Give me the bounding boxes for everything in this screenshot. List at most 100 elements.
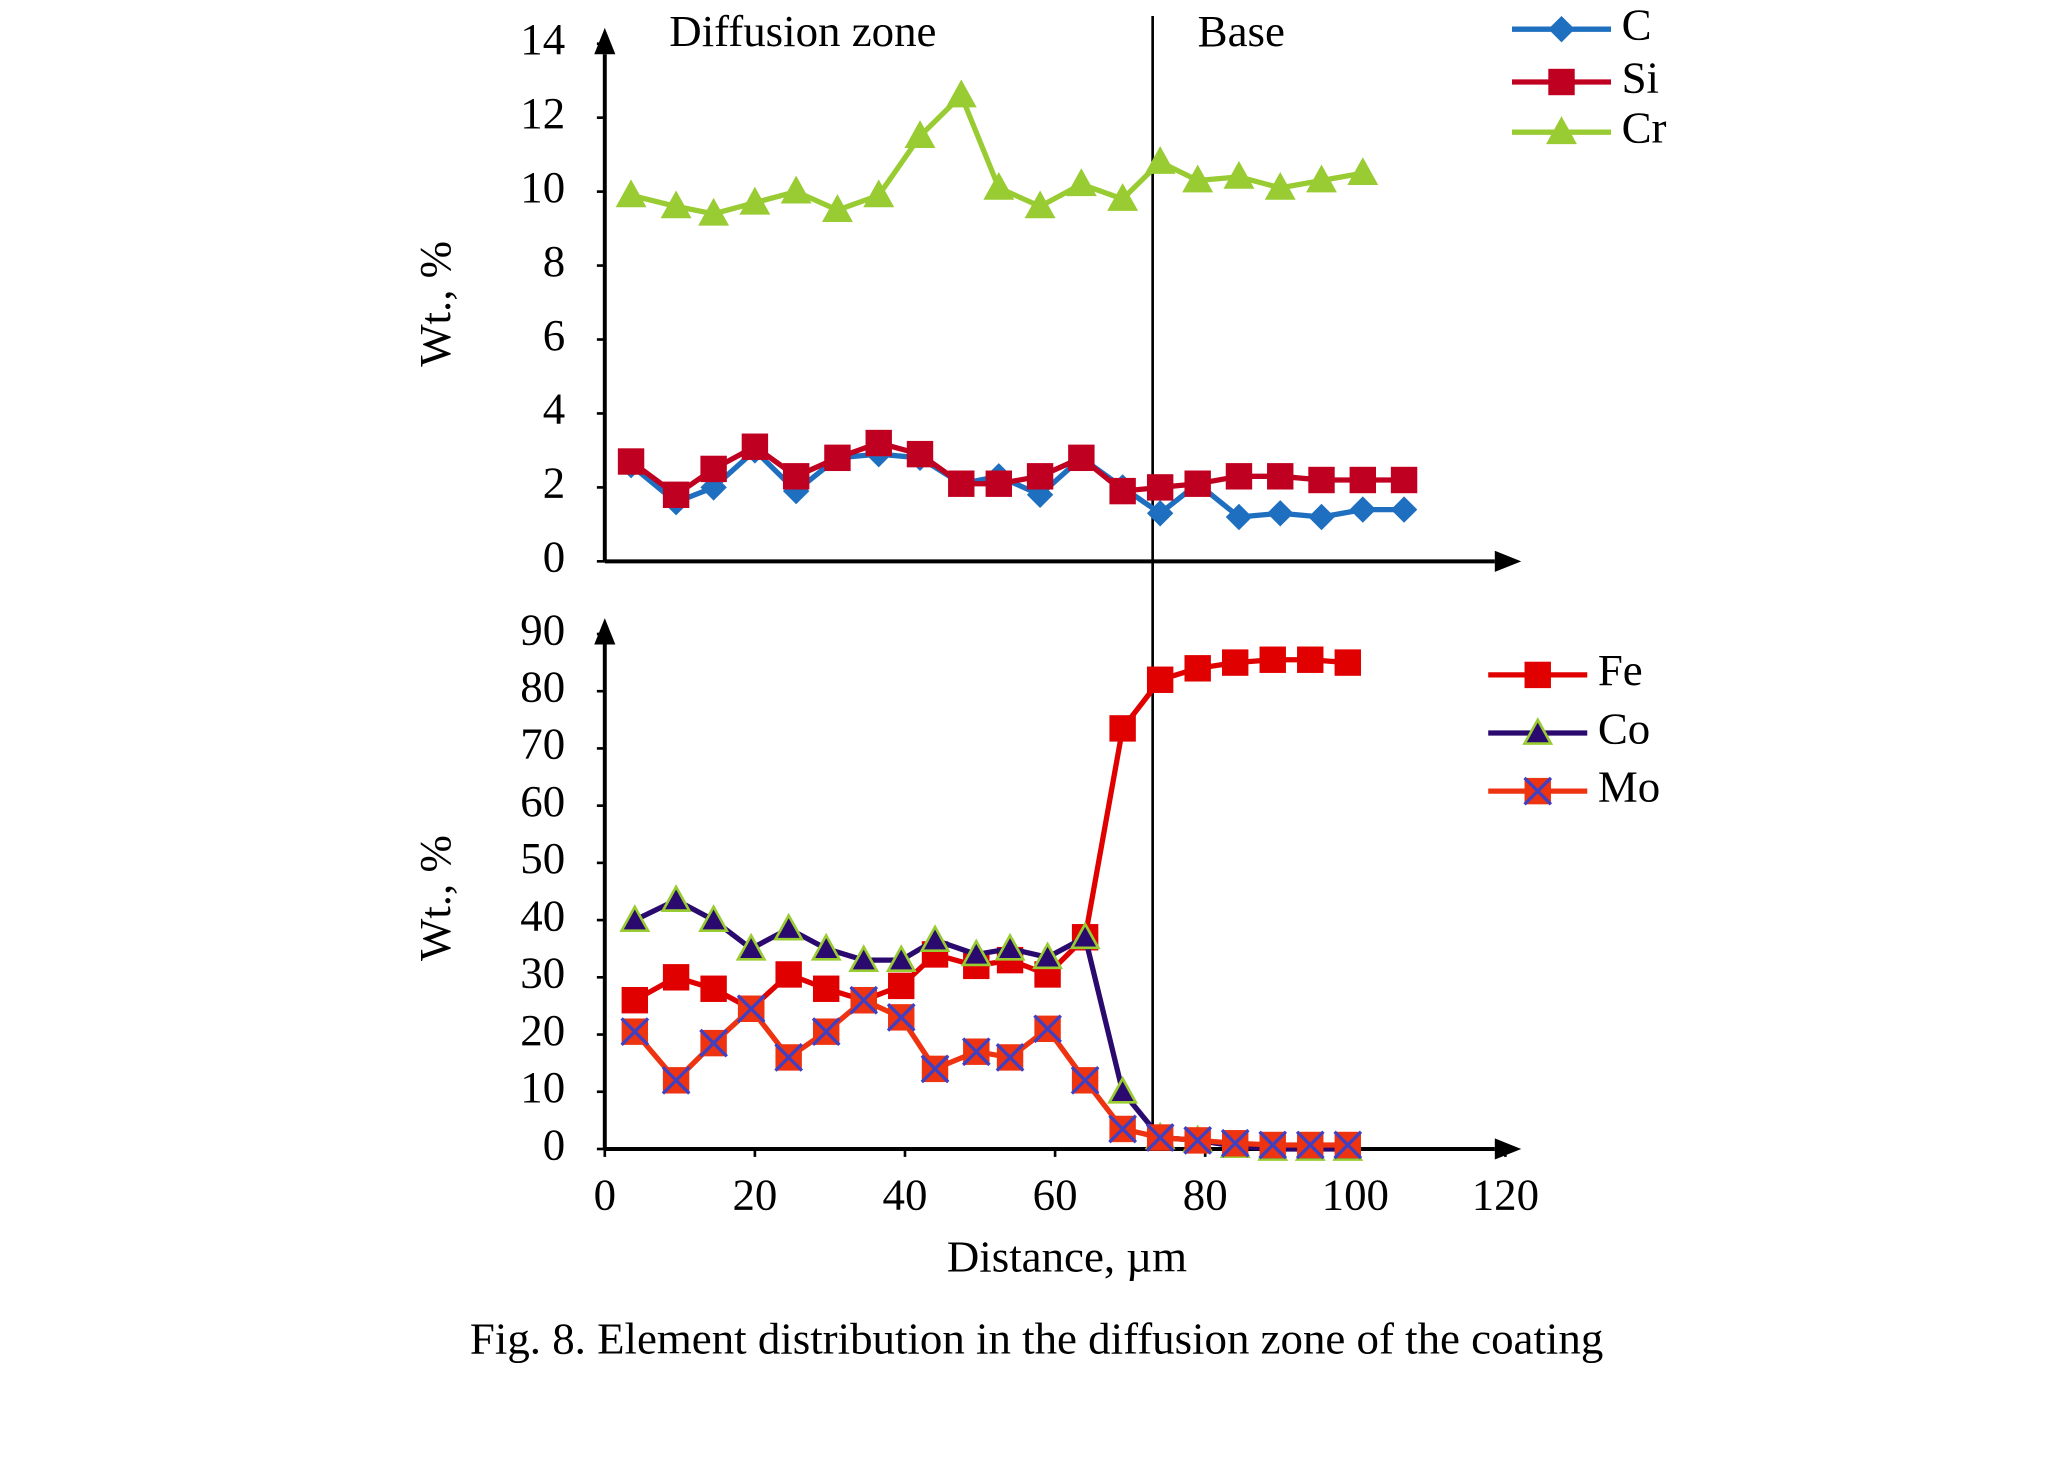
- marker-cross: [1220, 1128, 1250, 1158]
- x-tick-label: 60: [1033, 1169, 1078, 1219]
- marker: [1220, 1128, 1250, 1158]
- y-tick-label: 10: [520, 162, 565, 212]
- y-axis-label: Wt., %: [410, 241, 460, 367]
- marker: [1349, 466, 1376, 494]
- marker-cross: [699, 1028, 728, 1058]
- marker: [1223, 160, 1255, 189]
- marker: [948, 470, 975, 497]
- marker: [1184, 655, 1211, 682]
- y-tick-label: 30: [520, 948, 565, 998]
- marker: [1259, 646, 1286, 673]
- marker: [920, 1054, 950, 1084]
- marker: [1522, 717, 1554, 745]
- marker: [1225, 463, 1253, 490]
- x-tick-label: 120: [1472, 1169, 1539, 1219]
- annotation: Diffusion zone: [669, 6, 936, 56]
- marker: [1145, 1123, 1175, 1152]
- y-tick-label: 60: [520, 776, 565, 826]
- y-tick-label: 12: [520, 88, 565, 138]
- marker-cross: [1033, 1014, 1062, 1044]
- marker: [1295, 1130, 1325, 1160]
- marker-cross: [620, 1017, 650, 1047]
- marker: [661, 1065, 691, 1095]
- marker: [1024, 190, 1056, 219]
- marker: [1184, 470, 1211, 497]
- marker: [1390, 496, 1418, 523]
- marker: [736, 994, 766, 1024]
- legend-label: C: [1622, 0, 1652, 49]
- y-tick-label: 0: [543, 532, 565, 582]
- marker: [983, 171, 1015, 200]
- marker-cross: [774, 1043, 804, 1072]
- marker-cross: [736, 994, 766, 1024]
- marker: [1267, 500, 1294, 527]
- marker: [735, 932, 767, 961]
- marker: [1069, 921, 1101, 950]
- marker: [621, 986, 649, 1014]
- marker: [886, 1002, 916, 1032]
- legend-label: Fe: [1598, 645, 1643, 695]
- marker: [985, 470, 1013, 497]
- marker: [1107, 183, 1139, 211]
- marker-cross: [811, 1017, 841, 1047]
- marker: [1182, 164, 1214, 193]
- marker-cross: [1258, 1130, 1288, 1160]
- y-tick-label: 0: [543, 1119, 565, 1169]
- marker: [1109, 477, 1136, 505]
- marker: [821, 194, 853, 222]
- marker-cross: [886, 1002, 916, 1032]
- marker: [1548, 15, 1575, 43]
- marker-cross: [995, 1043, 1025, 1072]
- marker: [739, 186, 771, 215]
- y-tick-label: 2: [543, 458, 565, 508]
- marker: [1065, 168, 1097, 197]
- marker-cross: [661, 1065, 691, 1095]
- marker: [1258, 1130, 1288, 1160]
- marker: [1548, 68, 1575, 96]
- marker: [904, 120, 936, 149]
- y-tick-label: 10: [520, 1062, 565, 1112]
- marker: [1333, 1130, 1363, 1160]
- annotation: Base: [1198, 6, 1285, 56]
- y-tick-label: 80: [520, 661, 565, 711]
- marker: [888, 972, 915, 1000]
- marker: [1144, 146, 1176, 174]
- y-tick-label: 90: [520, 604, 565, 654]
- marker: [698, 904, 730, 932]
- marker-cross: [1523, 776, 1553, 806]
- marker-cross: [1333, 1130, 1363, 1160]
- marker: [1146, 666, 1174, 693]
- marker-cross: [1145, 1123, 1175, 1152]
- x-tick-label: 40: [883, 1169, 928, 1219]
- marker: [1390, 466, 1418, 494]
- y-tick-label: 70: [520, 719, 565, 769]
- marker: [1297, 646, 1324, 673]
- marker: [1146, 474, 1174, 501]
- marker: [824, 444, 851, 472]
- marker: [1546, 116, 1577, 145]
- marker: [1107, 1075, 1139, 1104]
- marker: [812, 975, 840, 1002]
- x-tick-label: 100: [1322, 1169, 1389, 1219]
- y-axis-arrow: [594, 618, 616, 645]
- marker: [660, 884, 692, 912]
- marker: [1033, 1014, 1062, 1044]
- marker: [919, 924, 951, 953]
- legend-label: Mo: [1598, 761, 1660, 811]
- marker: [865, 429, 892, 457]
- x-tick-label: 20: [732, 1169, 777, 1219]
- x-axis-arrow: [1494, 550, 1522, 572]
- marker: [945, 79, 977, 108]
- y-tick-label: 20: [520, 1005, 565, 1055]
- marker: [885, 944, 917, 973]
- marker: [1334, 649, 1361, 676]
- marker: [780, 175, 812, 204]
- marker: [961, 1037, 991, 1067]
- marker: [700, 975, 727, 1002]
- marker: [662, 481, 690, 509]
- y-axis-arrow: [594, 27, 616, 55]
- x-axis-label: Distance, µm: [947, 1232, 1187, 1282]
- marker: [782, 463, 810, 490]
- marker: [620, 1017, 650, 1047]
